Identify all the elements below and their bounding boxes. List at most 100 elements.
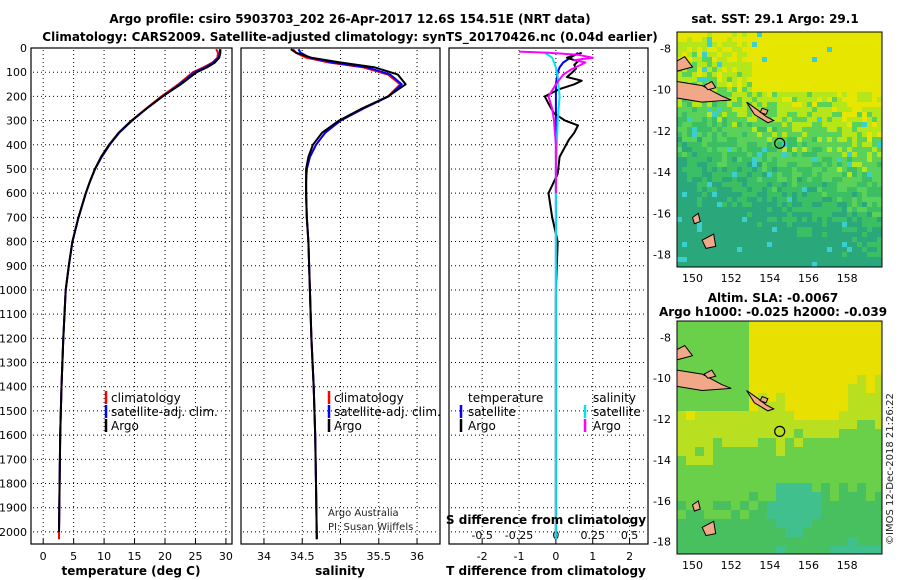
map-cell	[677, 207, 682, 212]
map-cell	[842, 62, 847, 67]
map-cell	[817, 82, 822, 87]
map-cell	[758, 546, 767, 554]
map-cell	[847, 167, 852, 172]
depth-tick-label: 400	[6, 139, 27, 152]
map-cell	[862, 227, 867, 232]
map-cell	[802, 217, 807, 222]
map-cell	[737, 67, 742, 72]
map-cell	[695, 357, 704, 366]
map-cell	[803, 474, 812, 483]
map-cell	[872, 57, 877, 62]
map-cell	[787, 32, 792, 37]
map-cell	[847, 92, 852, 97]
map-cell	[862, 247, 867, 252]
map-cell	[742, 32, 747, 37]
map-cell	[877, 212, 882, 217]
map-cell	[852, 152, 857, 157]
map-cell	[827, 77, 832, 82]
map-cell	[827, 147, 832, 152]
map-cell	[787, 182, 792, 187]
x-tick-label: 20	[158, 550, 172, 563]
map-cell	[794, 321, 803, 330]
map-cell	[682, 257, 687, 262]
map-cell	[727, 37, 732, 42]
map-cell	[692, 252, 697, 257]
map-cell	[852, 37, 857, 42]
map-cell	[758, 321, 767, 330]
map-cell	[677, 232, 682, 237]
map-cell	[842, 82, 847, 87]
map-cell	[812, 197, 817, 202]
map-cell	[740, 393, 749, 402]
map-cell	[802, 152, 807, 157]
map-cell	[785, 447, 794, 456]
map-cell	[827, 97, 832, 102]
map-cell	[812, 237, 817, 242]
map-cell	[777, 147, 782, 152]
map-cell	[687, 42, 692, 47]
map-cell	[742, 147, 747, 152]
map-cell	[817, 172, 822, 177]
map-cell	[687, 152, 692, 157]
map-cell	[839, 519, 848, 528]
map-cell	[862, 187, 867, 192]
map-cell	[852, 167, 857, 172]
map-cell	[707, 162, 712, 167]
map-cell	[877, 262, 882, 267]
map-cell	[767, 212, 772, 217]
map-cell	[847, 42, 852, 47]
map-cell	[772, 42, 777, 47]
map-cell	[877, 87, 882, 92]
map-cell	[742, 67, 747, 72]
map-cell	[782, 147, 787, 152]
map-cell	[785, 402, 794, 411]
map-cell	[877, 187, 882, 192]
map-cell	[877, 232, 882, 237]
land-polygon	[677, 369, 732, 392]
map-cell	[817, 187, 822, 192]
map-cell	[822, 157, 827, 162]
map-cell	[867, 207, 872, 212]
map-cell	[731, 519, 740, 528]
map-cell	[872, 152, 877, 157]
map-cell	[807, 247, 812, 252]
map-cell	[821, 330, 830, 339]
map-cell	[857, 474, 866, 483]
map-cell	[797, 117, 802, 122]
map-cell	[847, 242, 852, 247]
map-cell	[777, 262, 782, 267]
map-cell	[797, 167, 802, 172]
map-cell	[827, 217, 832, 222]
map-cell	[787, 137, 792, 142]
map-cell	[857, 117, 862, 122]
map-cell	[802, 117, 807, 122]
legend-label-s-argo: Argo	[593, 419, 621, 433]
map-cell	[677, 262, 682, 267]
map-cell	[747, 112, 752, 117]
map-cell	[866, 384, 875, 393]
map-cell	[866, 420, 875, 429]
map-cell	[717, 37, 722, 42]
map-cell	[877, 57, 882, 62]
map-cell	[802, 207, 807, 212]
map-cell	[732, 227, 737, 232]
map-cell	[777, 237, 782, 242]
map-cell	[772, 137, 777, 142]
map-cell	[732, 42, 737, 47]
map-cell	[792, 152, 797, 157]
map-cell	[717, 137, 722, 142]
map-cell	[802, 112, 807, 117]
map-cell	[866, 510, 875, 519]
map-cell	[713, 456, 722, 465]
map-cell	[802, 202, 807, 207]
map-cell	[732, 207, 737, 212]
map-cell	[695, 546, 704, 554]
map-cell	[707, 47, 712, 52]
map-cell	[852, 62, 857, 67]
map-cell	[842, 77, 847, 82]
map-cell	[792, 107, 797, 112]
map-cell	[872, 162, 877, 167]
map-cell	[867, 227, 872, 232]
map-cell	[837, 202, 842, 207]
map-cell	[837, 37, 842, 42]
